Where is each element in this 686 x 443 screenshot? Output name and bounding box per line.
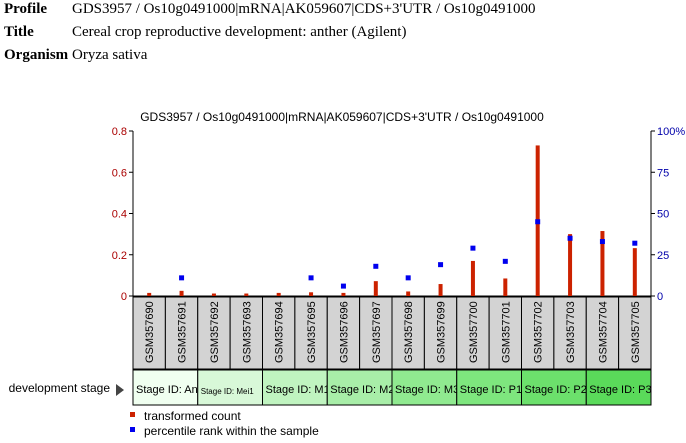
sample-label: GSM357701 — [500, 301, 512, 363]
sample-label: GSM357691 — [177, 301, 189, 363]
sample-box — [132, 296, 166, 370]
right-tick-label: 25 — [657, 250, 669, 262]
count-bar — [568, 234, 573, 296]
stage-group-box — [132, 369, 199, 406]
right-tick-label: 50 — [657, 209, 669, 221]
count-bar — [309, 292, 314, 296]
count-bar — [600, 231, 605, 296]
percentile-point — [470, 245, 476, 251]
count-bar — [211, 293, 216, 296]
percentile-point — [502, 258, 508, 264]
percentile-point — [405, 275, 411, 281]
percentile-point — [438, 262, 444, 268]
count-bar — [632, 248, 637, 296]
percentile-point — [599, 239, 605, 245]
profile-label: Profile — [4, 1, 48, 17]
stage-group-box — [391, 369, 458, 406]
legend-count-swatch — [130, 412, 135, 417]
sample-label: GSM357696 — [338, 301, 350, 363]
left-tick-label: 0 — [121, 291, 127, 303]
chart-title: GDS3957 / Os10g0491000|mRNA|AK059607|CDS… — [140, 110, 544, 124]
sample-label: GSM357690 — [144, 301, 156, 363]
count-bar — [179, 290, 184, 296]
count-bar — [147, 292, 152, 296]
legend-percentile-label: percentile rank within the sample — [144, 424, 319, 438]
sample-box — [423, 296, 458, 370]
stage-group-label: Stage ID: P1 — [460, 384, 522, 396]
sample-label: GSM357703 — [565, 301, 577, 363]
sample-label: GSM357704 — [597, 301, 609, 363]
count-bar — [438, 284, 443, 296]
sample-label: GSM357695 — [306, 301, 318, 363]
count-bar — [406, 291, 411, 296]
plot-area: 0 0.2 0.4 0.6 0.8 0 25 50 75 100% GSM357690 GSM3576… — [9, 126, 686, 438]
sample-box — [359, 296, 393, 370]
annotation-row-label: development stage — [9, 381, 111, 395]
percentile-point — [340, 283, 346, 289]
organism-value: Oryza sativa — [72, 47, 148, 63]
sample-box — [326, 296, 361, 370]
percentile-point — [632, 240, 638, 246]
sample-box — [197, 296, 231, 370]
stage-group-label: Stage ID: M2 — [330, 384, 394, 396]
sample-box — [488, 296, 522, 370]
stage-group-label: Stage ID: M3 — [395, 384, 459, 396]
sample-label: GSM357700 — [468, 301, 480, 363]
right-tick-label: 100% — [657, 126, 685, 138]
sample-label: GSM357697 — [371, 301, 383, 363]
sample-box — [618, 296, 652, 370]
sample-label: GSM357699 — [436, 301, 448, 363]
sample-box — [521, 296, 555, 370]
stage-group-label: Stage ID: P2 — [525, 384, 587, 396]
stage-group-box — [456, 369, 522, 406]
title-value: Cereal crop reproductive development: an… — [72, 24, 407, 40]
left-tick-label: 0.2 — [112, 250, 127, 262]
sample-label: GSM357702 — [533, 301, 545, 363]
annotation-arrow-icon — [116, 384, 124, 396]
sample-box — [585, 296, 620, 370]
organism-label: Organism — [4, 47, 69, 63]
count-bar — [341, 292, 346, 296]
stage-group-label: Stage ID: P3 — [589, 384, 651, 396]
percentile-point — [308, 275, 314, 281]
stage-group-box — [197, 369, 263, 406]
left-tick-label: 0.8 — [112, 126, 127, 138]
count-bar — [503, 278, 508, 296]
sample-label: GSM357698 — [403, 301, 415, 363]
stage-group-label: Stage ID: Mei1 — [201, 387, 254, 396]
sample-box — [456, 296, 490, 370]
percentile-point — [567, 235, 573, 241]
sample-label: GSM357694 — [274, 301, 286, 363]
count-bar — [244, 293, 249, 296]
sample-label: GSM357693 — [241, 301, 253, 363]
count-bar — [276, 292, 281, 296]
stage-group-label: Stage ID: M1 — [266, 384, 330, 396]
title-label: Title — [4, 24, 34, 40]
legend-count-label: transformed count — [144, 409, 241, 423]
sample-box — [262, 296, 296, 370]
count-bar — [470, 260, 475, 296]
sample-box — [553, 296, 587, 370]
sample-label: GSM357692 — [209, 301, 221, 363]
stage-group-box — [585, 369, 652, 406]
percentile-point — [179, 275, 185, 281]
stage-group-box — [262, 369, 328, 406]
left-tick-label: 0.6 — [112, 167, 127, 179]
sample-label: GSM357705 — [630, 301, 642, 363]
stage-group-label: Stage ID: An1 — [136, 384, 204, 396]
stage-group-box — [326, 369, 393, 406]
percentile-point — [535, 219, 541, 225]
left-tick-label: 0.4 — [112, 209, 127, 221]
sample-box — [391, 296, 425, 370]
count-bar — [373, 281, 378, 296]
right-tick-label: 75 — [657, 167, 669, 179]
percentile-point — [373, 263, 379, 269]
legend-percentile-swatch — [130, 427, 135, 432]
right-tick-label: 0 — [657, 291, 663, 303]
profile-value: GDS3957 / Os10g0491000|mRNA|AK059607|CDS… — [72, 1, 536, 17]
